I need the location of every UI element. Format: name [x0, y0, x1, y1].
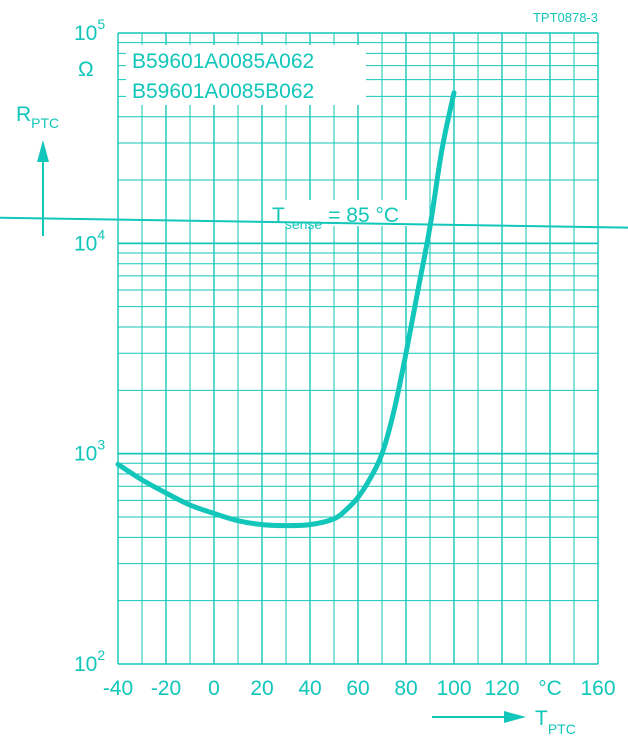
y-axis-unit: Ω: [78, 58, 94, 81]
x-tick-label: -20: [151, 677, 181, 700]
y-axis-label-main: R: [16, 103, 31, 126]
y-axis-arrow-head: [37, 140, 49, 162]
y-tick-label: 103: [74, 437, 105, 466]
part-number-2: B59601A0085B062: [132, 80, 314, 103]
x-tick-label: °C: [538, 677, 562, 700]
x-axis-label-main: T: [535, 707, 548, 730]
x-tick-label: -40: [103, 677, 133, 700]
x-tick-label: 80: [394, 677, 417, 700]
part-number-1: B59601A0085A062: [132, 50, 314, 73]
x-tick-label: 120: [484, 677, 519, 700]
x-axis-label: TPTC: [432, 707, 576, 737]
x-tick-label: 160: [580, 677, 615, 700]
y-axis-label-sub: PTC: [31, 115, 59, 131]
x-tick-labels: -40 -20 0 20 40 60 80 100 120 °C 160: [103, 677, 616, 700]
y-axis-label: RPTC: [16, 103, 59, 236]
y-tick-labels: 102 103 104 105: [74, 16, 105, 676]
svg-text:TPTC: TPTC: [535, 707, 576, 737]
figure-id: TPT0878-3: [533, 10, 598, 25]
x-tick-label: 0: [208, 677, 220, 700]
sense-annotation-sub: sense: [285, 216, 323, 232]
y-tick-label: 105: [74, 16, 105, 45]
grid: [118, 33, 598, 664]
x-tick-label: 60: [346, 677, 369, 700]
x-tick-label: 100: [436, 677, 471, 700]
y-tick-label: 104: [74, 226, 105, 255]
sense-annotation-main: T: [272, 204, 285, 227]
x-axis-arrow-head: [504, 711, 526, 723]
x-axis-label-sub: PTC: [548, 721, 576, 737]
sense-annotation-value: = 85 °C: [328, 204, 399, 227]
svg-text:RPTC: RPTC: [16, 103, 59, 131]
x-tick-label: 20: [250, 677, 273, 700]
x-tick-label: 40: [298, 677, 321, 700]
y-tick-label: 102: [74, 647, 105, 676]
